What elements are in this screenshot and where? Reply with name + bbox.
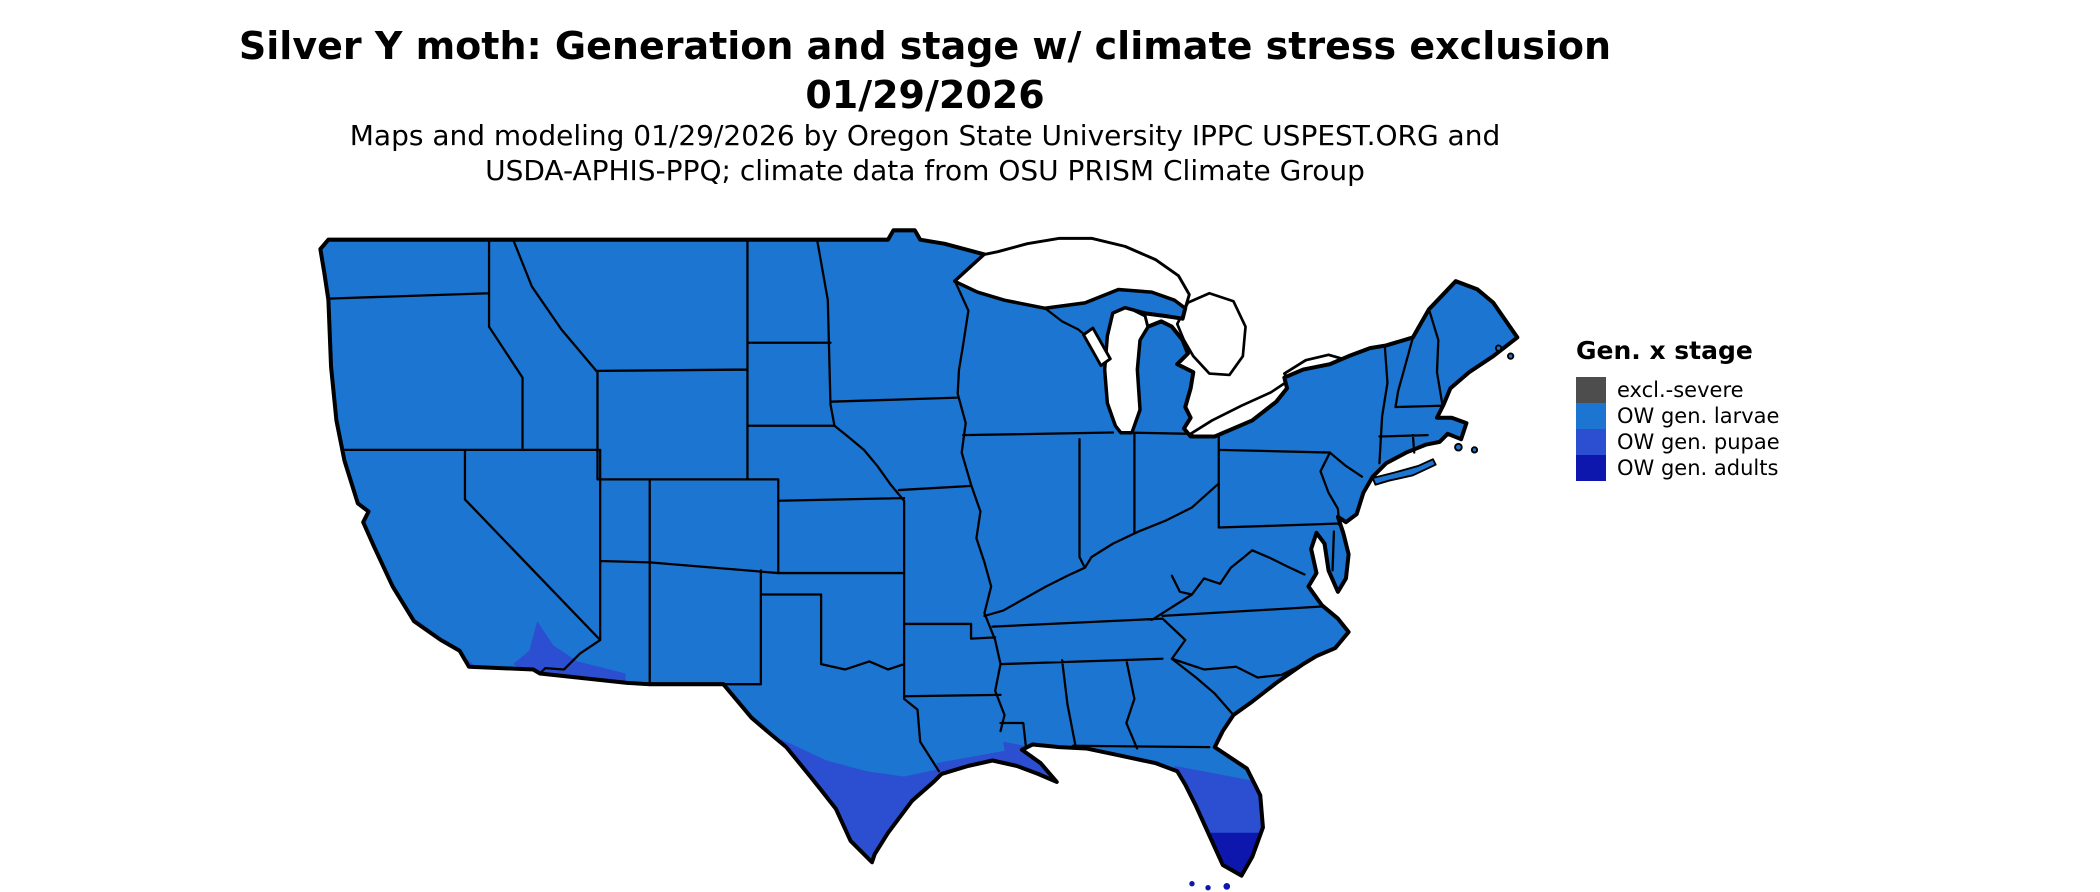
title-line-2: 01/29/2026 bbox=[805, 72, 1045, 117]
island-marthas-vineyard bbox=[1470, 446, 1479, 454]
us-map-svg bbox=[315, 222, 1520, 891]
lake-superior bbox=[953, 236, 1191, 310]
page-title: Silver Y moth: Generation and stage w/ c… bbox=[0, 22, 1850, 119]
stage-region-pupae bbox=[395, 607, 1274, 876]
legend-swatch-excl-severe bbox=[1576, 377, 1606, 403]
florida-key-3 bbox=[1223, 883, 1231, 890]
long-island bbox=[1371, 458, 1437, 486]
swatch-color-ow-pupae bbox=[1576, 429, 1606, 455]
green-bay bbox=[1082, 326, 1112, 368]
florida-key-1 bbox=[1189, 881, 1195, 887]
legend-label-ow-larvae: OW gen. larvae bbox=[1617, 404, 1780, 428]
us-map bbox=[315, 222, 1520, 892]
legend-row-ow-adults: OW gen. adults bbox=[1576, 455, 1780, 481]
legend-swatch-ow-pupae bbox=[1576, 429, 1606, 455]
lake-huron bbox=[1175, 291, 1247, 377]
coastal-islands bbox=[1371, 344, 1515, 486]
subtitle-line-2: USDA-APHIS-PPQ; climate data from OSU PR… bbox=[485, 154, 1365, 187]
swatch-color-ow-larvae bbox=[1576, 403, 1606, 429]
florida-key-2 bbox=[1205, 885, 1211, 891]
subtitle-line-1: Maps and modeling 01/29/2026 by Oregon S… bbox=[349, 119, 1501, 152]
page-subtitle: Maps and modeling 01/29/2026 by Oregon S… bbox=[0, 118, 1850, 188]
legend-row-excl-severe: excl.-severe bbox=[1576, 377, 1780, 403]
legend-row-ow-larvae: OW gen. larvae bbox=[1576, 403, 1780, 429]
legend-label-ow-pupae: OW gen. pupae bbox=[1617, 430, 1780, 454]
maine-coast-island-1 bbox=[1494, 344, 1503, 352]
legend: Gen. x stage excl.-severe OW gen. larvae… bbox=[1576, 336, 1780, 481]
florida-keys bbox=[1189, 881, 1231, 891]
legend-swatch-ow-larvae bbox=[1576, 403, 1606, 429]
lake-michigan bbox=[1103, 306, 1150, 434]
state-borders bbox=[327, 238, 1444, 773]
swatch-color-ow-adults bbox=[1576, 455, 1606, 481]
maine-coast-island-2 bbox=[1507, 352, 1515, 360]
legend-label-excl-severe: excl.-severe bbox=[1617, 378, 1744, 402]
swatch-color-excl-severe bbox=[1576, 377, 1606, 403]
legend-row-ow-pupae: OW gen. pupae bbox=[1576, 429, 1780, 455]
island-nantucket bbox=[1454, 442, 1463, 452]
title-line-1: Silver Y moth: Generation and stage w/ c… bbox=[238, 24, 1612, 68]
legend-label-ow-adults: OW gen. adults bbox=[1617, 456, 1779, 480]
legend-swatch-ow-adults bbox=[1576, 455, 1606, 481]
great-lakes-above bbox=[953, 236, 1191, 434]
legend-title: Gen. x stage bbox=[1576, 336, 1753, 365]
